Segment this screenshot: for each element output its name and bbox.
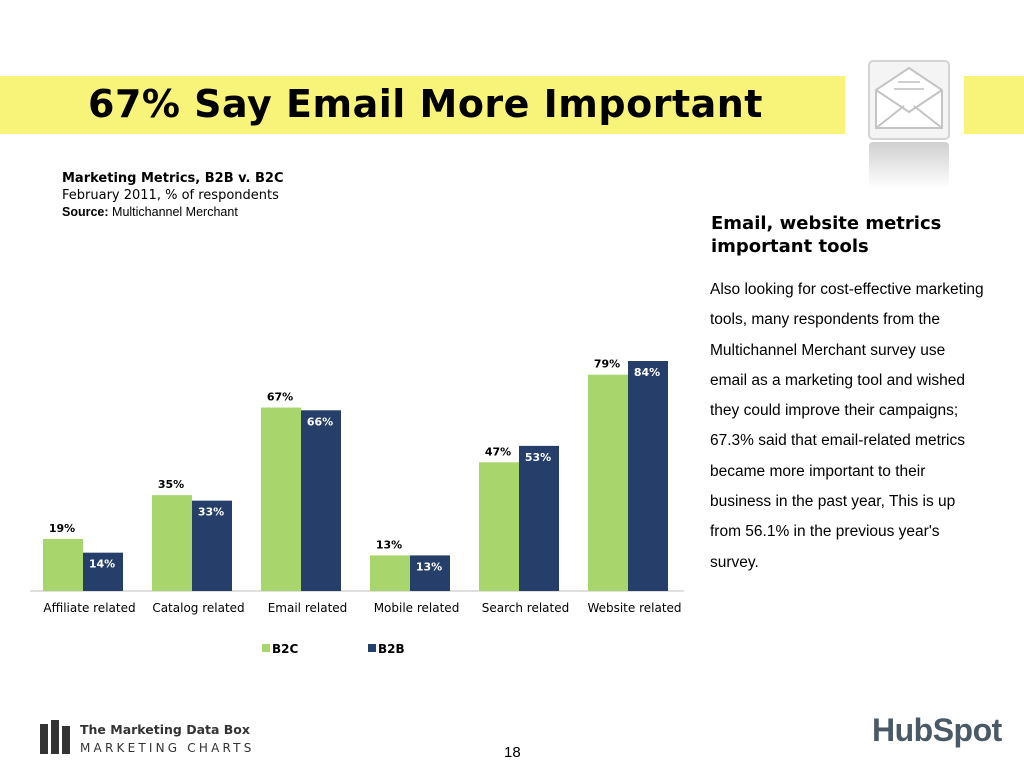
data-label-b2b-search-related: 53% — [525, 451, 551, 464]
chart-source: Source: Multichannel Merchant — [62, 204, 284, 221]
envelope-reflection-icon — [869, 142, 949, 188]
legend-label-b2b: B2B — [378, 642, 405, 656]
category-label-catalog-related: Catalog related — [152, 601, 244, 615]
category-label-mobile-related: Mobile related — [374, 601, 460, 615]
marketing-charts-logo — [40, 720, 70, 754]
data-label-b2c-website-related: 79% — [594, 358, 620, 371]
legend-swatch-b2b — [368, 644, 376, 652]
category-label-search-related: Search related — [482, 601, 570, 615]
bar-b2c-email-related — [261, 407, 301, 591]
sidebar-heading: Email, website metrics important tools — [711, 213, 942, 257]
source-value: Multichannel Merchant — [112, 205, 238, 219]
bar-b2c-affiliate-related — [43, 538, 83, 591]
data-label-b2b-mobile-related: 13% — [416, 560, 442, 573]
category-label-website-related: Website related — [587, 601, 681, 615]
bar-b2c-search-related — [479, 462, 519, 591]
page-number: 18 — [504, 744, 521, 761]
bar-b2b-affiliate-related — [83, 552, 123, 591]
data-label-b2b-website-related: 84% — [634, 366, 660, 379]
envelope-icon — [868, 60, 950, 140]
bar-b2b-email-related — [301, 410, 341, 591]
page-title: 67% Say Email More Important — [88, 82, 763, 126]
chart-subtitle: February 2011, % of respondents — [62, 188, 279, 203]
data-label-b2b-affiliate-related: 14% — [89, 558, 115, 571]
data-label-b2c-search-related: 47% — [485, 445, 511, 458]
hubspot-logo: HubSpot — [872, 712, 1002, 749]
chart-title: Marketing Metrics, B2B v. B2C — [62, 171, 284, 186]
hubspot-logo-text: HubSpot — [872, 712, 1002, 748]
footer-brand-line2: MARKETING CHARTS — [80, 741, 255, 755]
title-banner — [0, 76, 845, 134]
data-label-b2b-email-related: 66% — [307, 415, 333, 428]
category-label-affiliate-related: Affiliate related — [43, 601, 135, 615]
sidebar-body: Also looking for cost-effective marketin… — [710, 281, 984, 571]
data-label-b2b-catalog-related: 33% — [198, 506, 224, 519]
bar-b2b-website-related — [628, 361, 668, 591]
legend-label-b2c: B2C — [272, 642, 298, 656]
data-label-b2c-catalog-related: 35% — [158, 478, 184, 491]
data-label-b2c-email-related: 67% — [267, 391, 293, 404]
footer-brand-line1: The Marketing Data Box — [80, 722, 250, 737]
bar-b2b-catalog-related — [192, 500, 232, 591]
bar-b2c-website-related — [588, 374, 628, 591]
bar-b2b-mobile-related — [410, 555, 450, 591]
bar-b2c-mobile-related — [370, 555, 410, 591]
data-label-b2c-affiliate-related: 19% — [49, 522, 75, 535]
bar-b2c-catalog-related — [152, 495, 192, 591]
category-label-email-related: Email related — [268, 601, 348, 615]
title-banner-right — [964, 76, 1024, 134]
bar-chart: 19% 14% Affiliate related 35% 33% Catalog rel… — [30, 358, 684, 656]
chart-header: Marketing Metrics, B2B v. B2C February 2… — [62, 170, 284, 221]
bar-b2b-search-related — [519, 445, 559, 591]
data-label-b2c-mobile-related: 13% — [376, 538, 402, 551]
legend-swatch-b2c — [262, 644, 270, 652]
source-label: Source: — [62, 205, 109, 219]
